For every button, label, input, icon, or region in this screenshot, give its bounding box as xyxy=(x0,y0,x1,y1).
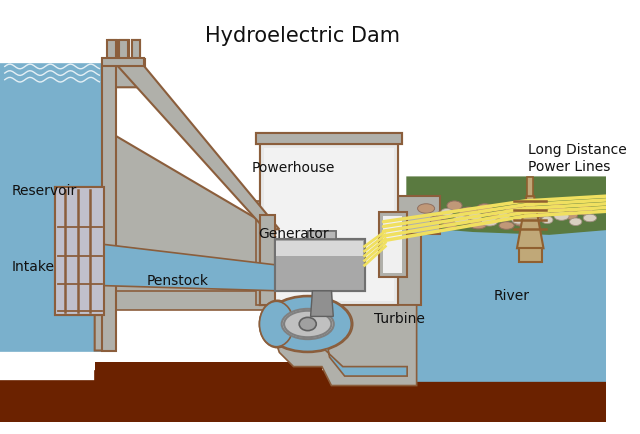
Text: Long Distance
Power Lines: Long Distance Power Lines xyxy=(529,143,627,174)
Polygon shape xyxy=(260,215,275,305)
Ellipse shape xyxy=(443,221,457,228)
Ellipse shape xyxy=(522,203,535,212)
Polygon shape xyxy=(57,239,279,291)
Text: River: River xyxy=(493,289,529,302)
Ellipse shape xyxy=(458,216,470,224)
Text: Turbine: Turbine xyxy=(374,312,425,326)
Ellipse shape xyxy=(417,204,435,213)
Ellipse shape xyxy=(477,204,493,213)
Polygon shape xyxy=(55,187,104,315)
Polygon shape xyxy=(312,291,332,324)
Polygon shape xyxy=(95,291,279,310)
Ellipse shape xyxy=(577,206,593,215)
Polygon shape xyxy=(275,305,417,385)
Ellipse shape xyxy=(447,201,462,210)
Ellipse shape xyxy=(481,217,497,226)
Ellipse shape xyxy=(486,216,499,224)
Polygon shape xyxy=(115,64,279,229)
Polygon shape xyxy=(383,216,403,273)
Polygon shape xyxy=(255,201,265,305)
Polygon shape xyxy=(255,133,403,144)
Polygon shape xyxy=(265,149,393,300)
Ellipse shape xyxy=(512,216,526,224)
Polygon shape xyxy=(0,64,104,351)
Polygon shape xyxy=(264,148,394,301)
Polygon shape xyxy=(308,231,336,239)
Polygon shape xyxy=(276,241,363,256)
Ellipse shape xyxy=(527,211,540,219)
Polygon shape xyxy=(102,58,144,66)
Ellipse shape xyxy=(534,208,549,218)
Ellipse shape xyxy=(259,300,296,348)
Polygon shape xyxy=(0,381,606,422)
Ellipse shape xyxy=(454,216,468,224)
Polygon shape xyxy=(104,59,145,66)
Polygon shape xyxy=(95,372,407,422)
Ellipse shape xyxy=(298,316,318,332)
Polygon shape xyxy=(407,229,606,381)
Polygon shape xyxy=(57,239,279,291)
Polygon shape xyxy=(276,241,363,253)
Ellipse shape xyxy=(436,211,450,219)
Ellipse shape xyxy=(263,296,353,352)
Polygon shape xyxy=(132,40,140,64)
Polygon shape xyxy=(301,324,407,376)
Polygon shape xyxy=(407,177,606,234)
Polygon shape xyxy=(55,187,104,315)
Ellipse shape xyxy=(505,205,523,216)
Polygon shape xyxy=(119,40,128,64)
Polygon shape xyxy=(102,64,115,351)
Ellipse shape xyxy=(529,216,541,224)
Ellipse shape xyxy=(564,211,577,219)
Ellipse shape xyxy=(282,309,334,339)
Text: Intake: Intake xyxy=(12,260,54,274)
Ellipse shape xyxy=(514,217,528,226)
Ellipse shape xyxy=(570,218,582,226)
Text: Penstock: Penstock xyxy=(147,274,209,288)
Ellipse shape xyxy=(441,208,453,216)
Polygon shape xyxy=(275,239,365,291)
Polygon shape xyxy=(132,40,140,64)
Ellipse shape xyxy=(460,207,478,217)
Polygon shape xyxy=(95,64,275,351)
Ellipse shape xyxy=(583,214,596,222)
Text: Generator: Generator xyxy=(258,227,329,241)
Polygon shape xyxy=(397,196,440,234)
Ellipse shape xyxy=(541,216,553,224)
Ellipse shape xyxy=(264,296,351,352)
Ellipse shape xyxy=(499,222,514,229)
Polygon shape xyxy=(109,40,117,64)
Ellipse shape xyxy=(430,216,441,224)
Polygon shape xyxy=(260,144,397,305)
Polygon shape xyxy=(527,177,533,196)
Polygon shape xyxy=(275,239,365,291)
Text: Reservoir: Reservoir xyxy=(12,184,77,198)
Ellipse shape xyxy=(492,211,506,219)
Ellipse shape xyxy=(468,212,482,220)
Ellipse shape xyxy=(497,212,510,220)
Polygon shape xyxy=(517,196,543,248)
Text: Powerhouse: Powerhouse xyxy=(252,161,335,175)
Polygon shape xyxy=(310,291,333,316)
Polygon shape xyxy=(300,333,407,381)
Ellipse shape xyxy=(470,220,486,229)
Ellipse shape xyxy=(300,317,316,331)
Ellipse shape xyxy=(548,204,565,213)
Text: Hydroelectric Dam: Hydroelectric Dam xyxy=(205,26,401,46)
Polygon shape xyxy=(519,248,541,263)
Polygon shape xyxy=(255,133,403,144)
Polygon shape xyxy=(120,40,129,64)
Polygon shape xyxy=(95,362,322,381)
Ellipse shape xyxy=(259,301,294,347)
Ellipse shape xyxy=(284,311,332,337)
Polygon shape xyxy=(379,212,407,276)
Polygon shape xyxy=(397,234,421,305)
Polygon shape xyxy=(260,144,397,305)
Polygon shape xyxy=(107,40,115,64)
Ellipse shape xyxy=(554,212,569,220)
Polygon shape xyxy=(308,231,336,239)
